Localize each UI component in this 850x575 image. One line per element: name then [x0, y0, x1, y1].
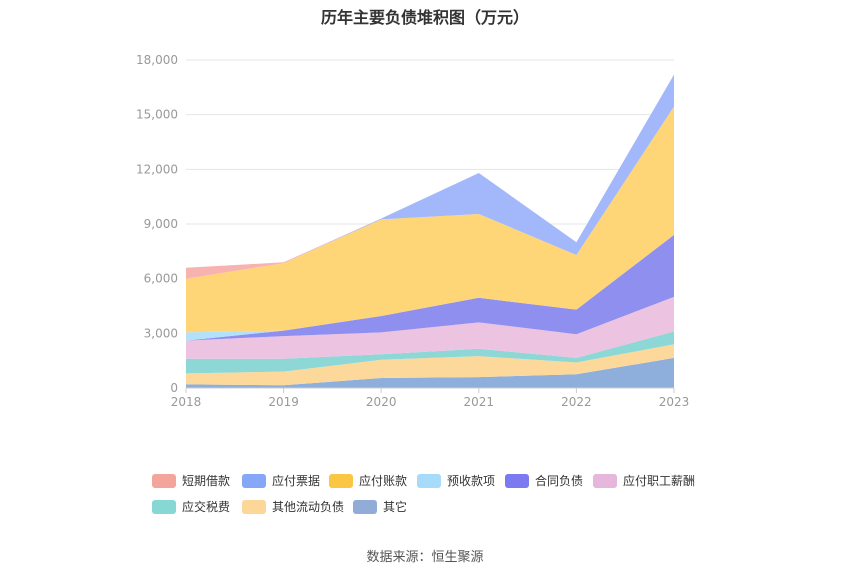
y-tick-label: 6,000	[144, 272, 178, 286]
legend-label: 合同负债	[535, 474, 584, 488]
legend-label: 应付职工薪酬	[623, 474, 696, 488]
y-tick-label: 12,000	[136, 162, 178, 176]
legend-swatch	[353, 499, 377, 514]
y-tick-label: 0	[170, 381, 178, 395]
legend-label: 其他流动负债	[272, 500, 345, 514]
legend-label: 其它	[383, 500, 408, 514]
x-tick-label: 2019	[268, 395, 299, 409]
x-tick-label: 2023	[659, 395, 690, 409]
chart-title: 历年主要负债堆积图（万元）	[320, 8, 529, 27]
legend-label: 应交税费	[182, 500, 231, 514]
legend-item[interactable]: 应付职工薪酬	[593, 472, 695, 488]
x-tick-label: 2020	[366, 395, 397, 409]
area-series	[186, 106, 674, 333]
legend-label: 应付票据	[272, 474, 321, 488]
legend-item[interactable]: 预收款项	[417, 472, 495, 488]
legend-item[interactable]: 短期借款	[152, 472, 230, 488]
legend-swatch	[242, 499, 266, 514]
area-series	[186, 344, 674, 386]
y-tick-label: 15,000	[136, 108, 178, 122]
legend-item[interactable]: 其它	[353, 498, 407, 514]
area-series	[186, 234, 674, 341]
area-series	[186, 296, 674, 359]
x-tick-label: 2022	[561, 395, 592, 409]
data-source: 数据来源：恒生聚源	[366, 550, 484, 565]
legend-item[interactable]: 应付票据	[242, 472, 320, 488]
legend-item[interactable]: 应付账款	[329, 472, 407, 488]
area-series	[186, 357, 674, 388]
legend-label: 预收款项	[447, 474, 496, 488]
area-series	[186, 331, 674, 374]
legend-item[interactable]: 应交税费	[152, 498, 230, 514]
x-tick-label: 2021	[464, 395, 495, 409]
y-tick-label: 9,000	[144, 217, 178, 231]
x-tick-label: 2018	[171, 395, 202, 409]
legend-swatch	[329, 473, 353, 488]
legend-swatch	[593, 473, 617, 488]
legend-swatch	[242, 473, 266, 488]
legend-swatch	[152, 499, 176, 514]
legend-label: 短期借款	[182, 474, 231, 488]
legend-swatch	[152, 473, 176, 488]
legend-item[interactable]: 合同负债	[505, 472, 583, 488]
area-series	[186, 74, 674, 279]
legend-label: 应付账款	[359, 474, 408, 488]
legend-item[interactable]: 其他流动负债	[242, 498, 344, 514]
y-tick-label: 18,000	[136, 53, 178, 67]
legend-swatch	[505, 473, 529, 488]
legend-swatch	[417, 473, 441, 488]
y-tick-label: 3,000	[144, 326, 178, 340]
